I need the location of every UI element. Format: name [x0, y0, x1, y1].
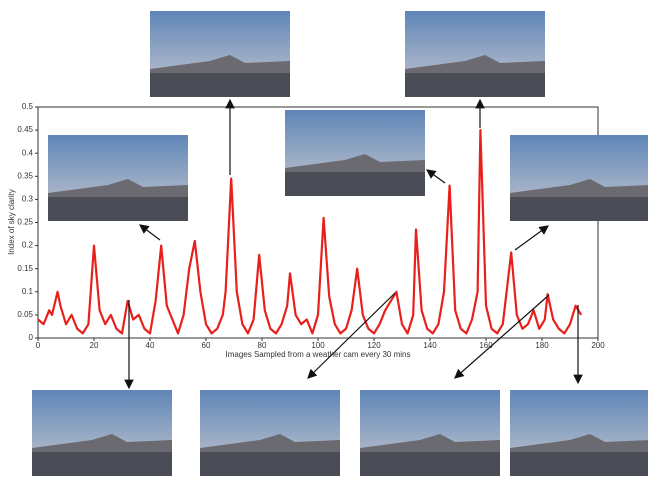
- y-tick-label: 0.2: [22, 241, 34, 250]
- y-tick-label: 0.45: [17, 125, 33, 134]
- chart: Index of sky clarity Images Sampled from…: [0, 0, 648, 476]
- x-tick-label: 40: [146, 341, 155, 350]
- arrow: [455, 295, 549, 378]
- arrow: [515, 226, 548, 250]
- y-tick-label: 0: [29, 333, 34, 342]
- x-tick-label: 0: [36, 341, 41, 350]
- photo: [32, 390, 172, 476]
- photo: [510, 390, 648, 476]
- x-tick-label: 100: [311, 341, 325, 350]
- y-tick-label: 0.05: [17, 310, 33, 319]
- y-tick-label: 0.35: [17, 171, 33, 180]
- y-tick-label: 0.5: [22, 102, 34, 111]
- x-tick-label: 200: [591, 341, 605, 350]
- photo: [405, 11, 545, 97]
- x-tick-label: 20: [90, 341, 99, 350]
- photo: [48, 135, 188, 221]
- y-tick-label: 0.4: [22, 148, 34, 157]
- y-tick-label: 0.15: [17, 264, 33, 273]
- x-tick-label: 60: [202, 341, 211, 350]
- photo: [150, 11, 290, 97]
- arrow: [140, 225, 160, 240]
- page: {"chart_data": {"type": "line", "y_label…: [0, 0, 648, 476]
- y-tick-label: 0.25: [17, 218, 33, 227]
- photo: [200, 390, 340, 476]
- photo: [510, 135, 648, 221]
- photos: [32, 11, 648, 476]
- y-tick-label: 0.1: [22, 287, 34, 296]
- x-tick-label: 140: [423, 341, 437, 350]
- arrow: [427, 170, 445, 183]
- x-axis-label: Images Sampled from a weather cam every …: [226, 350, 411, 359]
- x-tick-label: 180: [535, 341, 549, 350]
- y-axis-label: Index of sky clarity: [7, 189, 16, 255]
- y-tick-label: 0.3: [22, 195, 34, 204]
- photo: [285, 110, 425, 196]
- x-tick-label: 80: [258, 341, 267, 350]
- photo: [360, 390, 500, 476]
- x-tick-label: 120: [367, 341, 381, 350]
